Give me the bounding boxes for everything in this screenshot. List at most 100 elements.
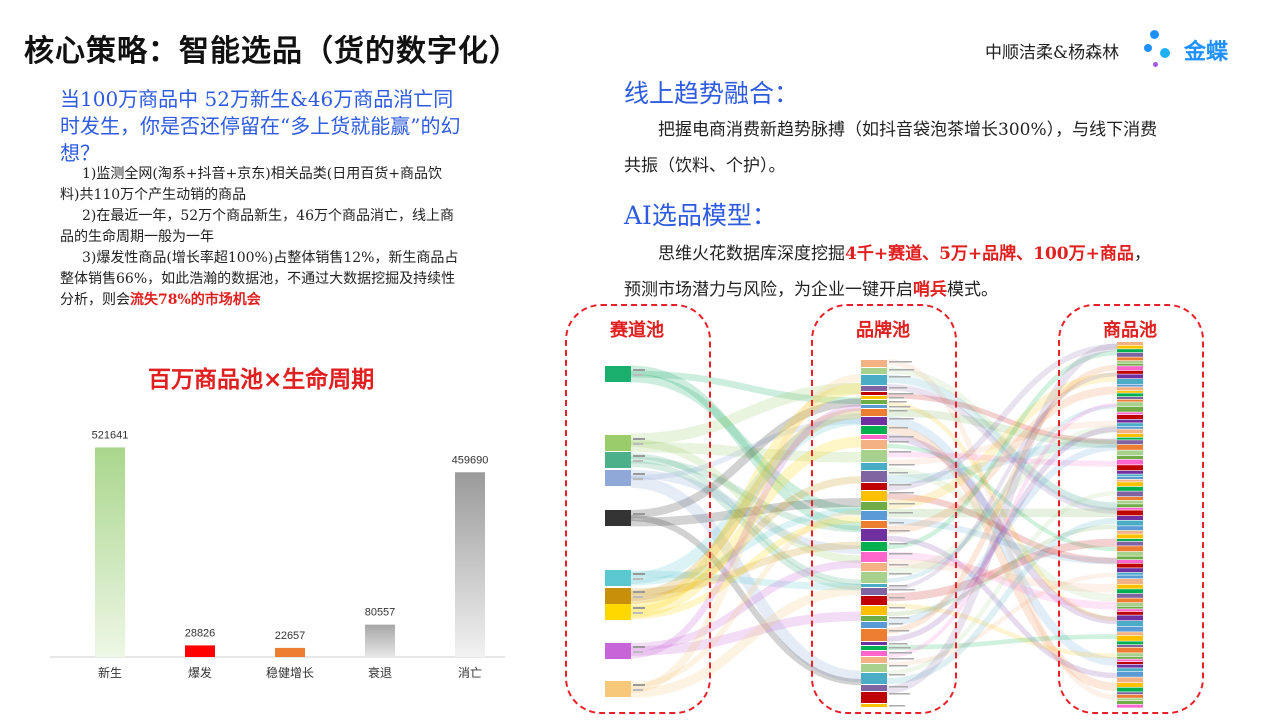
track-node-label	[633, 607, 645, 609]
product-node	[1117, 366, 1143, 371]
sankey-flow	[886, 634, 1118, 650]
bar-2	[275, 647, 305, 657]
sankey-flow	[630, 370, 862, 405]
product-node	[1117, 465, 1143, 471]
brand-node-label	[889, 658, 914, 660]
product-node	[1117, 361, 1143, 363]
product-node	[1117, 470, 1143, 474]
brand-node-label	[889, 472, 908, 474]
product-node	[1117, 510, 1143, 516]
product-node	[1117, 474, 1143, 477]
product-node	[1117, 598, 1143, 603]
sankey-flow	[886, 551, 1118, 610]
brand-node-label	[889, 607, 906, 609]
product-node	[1117, 520, 1143, 526]
brand-node-label	[889, 589, 915, 591]
product-node	[1117, 659, 1143, 662]
track-node	[605, 470, 631, 486]
product-node	[1117, 516, 1143, 520]
product-node	[1117, 459, 1143, 465]
track-node-label	[633, 612, 643, 614]
product-node	[1117, 399, 1143, 402]
brand-node-label	[889, 512, 913, 514]
product-pool-label: 商品池	[1103, 320, 1157, 341]
logo-dot-icon	[1150, 30, 1159, 39]
ai-text-highlight: 4千+赛道、5万+品牌、100万+商品	[845, 244, 1134, 264]
track-node	[605, 681, 631, 697]
product-node	[1117, 477, 1143, 479]
track-node-label	[633, 369, 645, 371]
track-node	[605, 452, 631, 468]
brand-node-label	[889, 401, 907, 403]
track-node-label	[633, 591, 645, 593]
brand-node	[861, 417, 887, 425]
insight-points: 1)监测全网(淘系+抖音+京东)相关品类(日用百货+商品饮料)共110万个产生动…	[60, 164, 460, 311]
product-node	[1117, 704, 1143, 708]
track-node-label	[633, 651, 643, 653]
sankey-flow	[886, 372, 1118, 591]
section-heading-ai: AI选品模型：	[624, 201, 777, 230]
insight-point-3-text: 3)爆发性商品(增长率超100%)占整体销售12%，新生商品占整体销售66%，如…	[60, 250, 459, 308]
product-node	[1117, 406, 1143, 412]
brand-node	[861, 392, 887, 395]
product-node	[1117, 653, 1143, 657]
sankey-flow	[886, 517, 1118, 685]
brand-node	[861, 400, 887, 404]
product-node	[1117, 541, 1143, 546]
bar-4	[455, 472, 485, 657]
sankey-flow	[630, 514, 862, 686]
product-node	[1117, 482, 1143, 487]
product-node	[1117, 671, 1143, 677]
product-node	[1117, 379, 1143, 384]
sankey-flow	[630, 460, 862, 591]
bar-value-label: 459690	[452, 454, 489, 466]
product-node	[1117, 384, 1143, 387]
brand-node	[861, 450, 887, 462]
brand-node-label	[889, 492, 914, 494]
brand-node	[861, 692, 887, 703]
bar-value-label: 80557	[365, 607, 396, 619]
track-node-label	[633, 478, 643, 480]
product-node	[1117, 687, 1143, 692]
brand-node-label	[889, 418, 914, 420]
insight-point-3: 3)爆发性商品(增长率超100%)占整体销售12%，新生商品占整体销售66%，如…	[60, 248, 460, 311]
brand-node-label	[889, 585, 908, 587]
sankey-flow	[630, 570, 862, 591]
brand-node-label	[889, 361, 912, 363]
product-node	[1117, 584, 1143, 589]
product-node	[1117, 575, 1143, 579]
product-node	[1117, 504, 1143, 508]
brand-node-label	[889, 630, 910, 632]
brand-node	[861, 563, 887, 571]
product-node	[1117, 593, 1143, 598]
insight-point-1: 1)监测全网(淘系+抖音+京东)相关品类(日用百货+商品饮料)共110万个产生动…	[60, 166, 442, 203]
brand-node-label	[889, 553, 913, 555]
product-node	[1117, 526, 1143, 531]
product-node	[1117, 664, 1143, 668]
product-node	[1117, 579, 1143, 584]
product-node	[1117, 572, 1143, 575]
logo-dot-icon	[1153, 62, 1158, 67]
product-node	[1117, 615, 1143, 621]
sankey-flow	[886, 438, 1118, 484]
sankey-flow	[630, 382, 862, 445]
logo-dot-icon	[1144, 44, 1152, 52]
sankey-flow	[886, 559, 1118, 593]
product-node	[1117, 530, 1143, 534]
brand-node-label	[889, 397, 904, 399]
bar-value-label: 521641	[92, 429, 129, 441]
sankey-flow	[886, 386, 1118, 534]
brand-node	[861, 483, 887, 490]
product-node	[1117, 539, 1143, 541]
brand-node-label	[889, 543, 908, 545]
sankey-flow	[630, 516, 862, 620]
product-node	[1117, 440, 1143, 445]
sankey-flow	[630, 439, 862, 564]
product-node	[1117, 668, 1143, 672]
sankey-flow	[886, 364, 1118, 634]
sankey-flow	[630, 585, 862, 698]
brand-node-label	[889, 705, 905, 707]
product-node	[1117, 632, 1143, 636]
brand-node	[861, 657, 887, 663]
product-node	[1117, 611, 1143, 615]
